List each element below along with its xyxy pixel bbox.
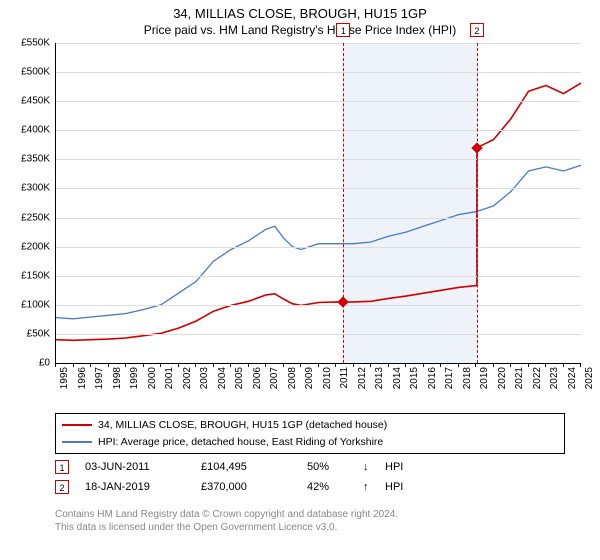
x-tick-label: 2019 [479,367,490,389]
x-tick-label: 2008 [287,367,298,389]
gridline [56,247,581,248]
y-axis-labels: £0£50K£100K£150K£200K£250K£300K£350K£400… [15,43,53,363]
line-series [56,43,581,363]
transaction-price: £370,000 [201,481,301,493]
legend-label-property: 34, MILLIAS CLOSE, BROUGH, HU15 1GP (det… [98,418,387,433]
transaction-marker: 1 [55,460,69,474]
event-marker: 1 [336,23,350,37]
event-marker: 2 [470,23,484,37]
transaction-pct: 50% [307,461,357,473]
transaction-vs: HPI [385,461,403,473]
page-subtitle: Price paid vs. HM Land Registry's House … [0,21,600,43]
gridline [56,159,581,160]
legend-item-hpi: HPI: Average price, detached house, East… [62,434,558,451]
x-tick-label: 2013 [374,367,385,389]
gridline [56,43,581,44]
x-tick-label: 2020 [497,367,508,389]
legend-box: 34, MILLIAS CLOSE, BROUGH, HU15 1GP (det… [55,413,565,454]
x-tick-label: 2015 [409,367,420,389]
legend-item-property: 34, MILLIAS CLOSE, BROUGH, HU15 1GP (det… [62,417,558,434]
event-vline [343,43,344,363]
arrow-icon: ↓ [363,461,379,473]
series-property [56,83,581,340]
x-tick-label: 2001 [164,367,175,389]
x-tick-label: 2016 [427,367,438,389]
y-tick-label: £550K [21,38,50,49]
x-tick-label: 2002 [182,367,193,389]
gridline [56,334,581,335]
transaction-vs: HPI [385,481,403,493]
y-tick-label: £500K [21,67,50,78]
x-tick-label: 2025 [584,367,595,389]
footnote-line2: This data is licensed under the Open Gov… [55,521,565,534]
gridline [56,130,581,131]
arrow-icon: ↑ [363,481,379,493]
y-tick-label: £50K [27,328,50,339]
y-tick-label: £200K [21,241,50,252]
gridline [56,72,581,73]
x-tick-label: 2005 [234,367,245,389]
y-tick-label: £350K [21,154,50,165]
x-tick-label: 2010 [322,367,333,389]
footnote-line1: Contains HM Land Registry data © Crown c… [55,508,565,521]
y-tick-label: £300K [21,183,50,194]
x-tick-label: 2009 [304,367,315,389]
chart-container: 34, MILLIAS CLOSE, BROUGH, HU15 1GP Pric… [0,0,600,560]
legend-swatch-hpi [62,441,92,443]
x-tick-label: 2011 [339,367,350,389]
x-tick-label: 2004 [217,367,228,389]
x-tick-label: 2000 [147,367,158,389]
gridline [56,305,581,306]
x-tick-label: 1998 [112,367,123,389]
x-tick-label: 1996 [77,367,88,389]
chart: £0 £50K £100K £150K £200K £250K £300K £350K £400… [15,43,585,413]
x-tick-label: 2022 [532,367,543,389]
transaction-row: 2 18-JAN-2019 £370,000 42% ↑ HPI [55,477,565,497]
x-tick-label: 1997 [94,367,105,389]
x-tick-label: 2012 [357,367,368,389]
y-tick-label: £250K [21,212,50,223]
transaction-date: 18-JAN-2019 [75,481,195,493]
x-tick-label: 2003 [199,367,210,389]
footnotes: Contains HM Land Registry data © Crown c… [55,508,565,534]
x-tick-label: 2024 [567,367,578,389]
x-tick-label: 2014 [392,367,403,389]
y-tick-label: £100K [21,299,50,310]
event-vline [477,43,478,363]
y-tick-label: £450K [21,96,50,107]
plot-area: 12 [55,43,581,364]
x-tick-label: 1995 [59,367,70,389]
transaction-price: £104,495 [201,461,301,473]
x-tick-label: 2018 [462,367,473,389]
legend: 34, MILLIAS CLOSE, BROUGH, HU15 1GP (det… [55,413,565,454]
x-tick-label: 2006 [252,367,263,389]
gridline [56,188,581,189]
x-tick-label: 2017 [444,367,455,389]
x-axis-labels: 1995 1996 1997 1998 1999 2000 2001 2002 2003 2004… [55,364,580,414]
gridline [56,218,581,219]
page-title: 34, MILLIAS CLOSE, BROUGH, HU15 1GP [0,0,600,21]
x-tick-label: 2023 [549,367,560,389]
transaction-row: 1 03-JUN-2011 £104,495 50% ↓ HPI [55,457,565,477]
transactions: 1 03-JUN-2011 £104,495 50% ↓ HPI 2 18-JAN-2019 £… [55,457,565,497]
x-tick-label: 1999 [129,367,140,389]
transaction-marker: 2 [55,480,69,494]
gridline [56,101,581,102]
x-tick-label: 2007 [269,367,280,389]
y-tick-label: £400K [21,125,50,136]
gridline [56,276,581,277]
y-tick-label: £150K [21,270,50,281]
x-tick-label: 2021 [514,367,525,389]
y-tick-label: £0 [39,358,50,369]
transaction-date: 03-JUN-2011 [75,461,195,473]
legend-swatch-property [62,424,92,426]
legend-label-hpi: HPI: Average price, detached house, East… [98,435,383,450]
transaction-pct: 42% [307,481,357,493]
